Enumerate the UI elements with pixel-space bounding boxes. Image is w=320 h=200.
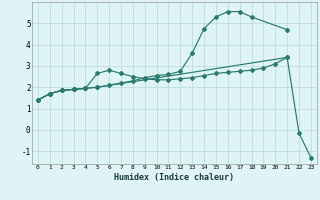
X-axis label: Humidex (Indice chaleur): Humidex (Indice chaleur)	[115, 173, 234, 182]
